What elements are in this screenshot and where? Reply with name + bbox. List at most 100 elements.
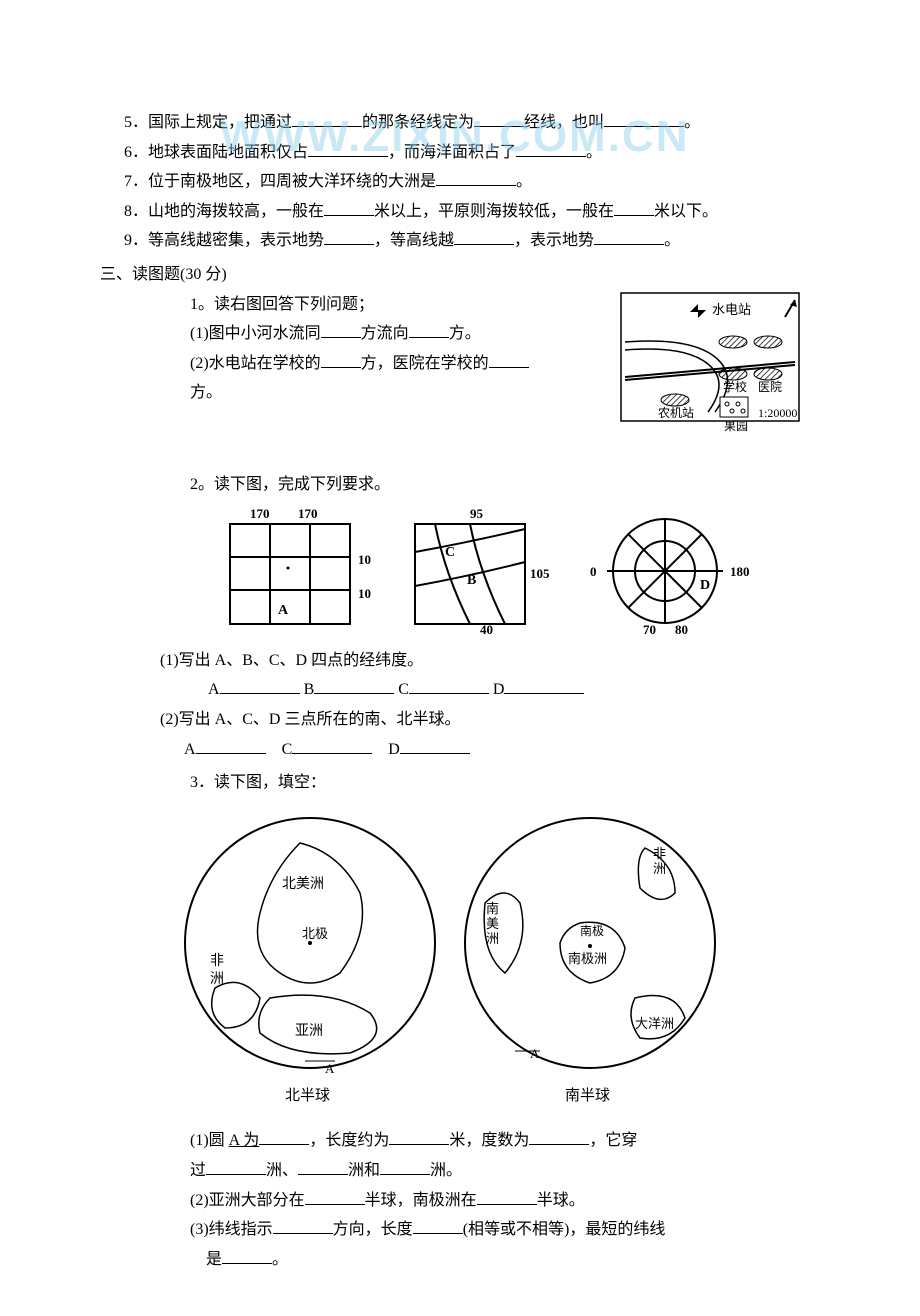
svg-text:非: 非 [653,846,666,861]
label-school: 学校 [723,379,747,394]
q9-blank3[interactable] [594,244,664,245]
svg-text:C: C [445,545,455,560]
svg-text:亚洲: 亚洲 [295,1024,323,1039]
q5-t4: 。 [684,114,700,131]
q9-blank1[interactable] [324,244,374,245]
r3-intro: 读下图，填空： [214,774,326,791]
q8-blank2[interactable] [614,215,654,216]
read3-p2: (2)亚洲大部分在半球，南极洲在半球。 [100,1188,800,1214]
r2q2-C: C [282,741,293,758]
svg-text:洲: 洲 [486,931,499,946]
r2q1-blankB[interactable] [314,693,394,694]
q5-blank3[interactable] [604,126,684,127]
q5-blank2[interactable] [474,126,524,127]
hemisphere-diagrams: 北美洲 非 洲 北极 亚洲 A 北半球 非 洲 南 美 洲 南极 南极洲 大洋洲 [100,808,800,1117]
r2q1-D: D [493,681,505,698]
grid-diagram-1: 170 170 A 10 10 [220,506,380,636]
q6-blank2[interactable] [516,156,586,157]
read2-answers: WWW.ZIXIN.COM.CN (1)写出 A、B、C、D 四点的经纬度。 A… [100,648,800,762]
q8-t2: 米以上，平原则海拨较低，一般在 [374,203,614,220]
q6-t2: ，而海洋面积占了 [388,144,516,161]
read2-diagrams: 170 170 A 10 10 95 B C 105 40 [100,506,800,636]
q7-t2: 。 [516,173,532,190]
r3p3a: (3)纬线指示 [190,1221,273,1238]
r3p1a: (1)圆 [190,1132,229,1149]
r1p2b: 方，医院在学校的 [361,355,489,372]
svg-text:南: 南 [486,901,499,916]
read3-p3-line2: 是。 [100,1247,800,1273]
svg-text:80: 80 [675,622,688,636]
r3p2-blank1[interactable] [305,1204,365,1205]
svg-text:10: 10 [358,552,371,567]
q5-t3: 经线，也叫 [524,114,604,131]
r2-num: 2。 [190,476,214,493]
r1p1-blank2[interactable] [409,337,449,338]
r3p3-blank3[interactable] [222,1263,272,1264]
r2q1-blankD[interactable] [504,693,584,694]
r3p1c: 米，度数为 [449,1132,529,1149]
q7-blank1[interactable] [436,185,516,186]
svg-text:南极洲: 南极洲 [568,951,607,966]
r2q2-blankD[interactable] [400,753,470,754]
label-hydro: 水电站 [712,302,751,317]
q9-blank2[interactable] [454,244,514,245]
q6-blank1[interactable] [308,156,388,157]
r1p2-blank2[interactable] [489,367,529,368]
r1-num: 1。 [190,296,214,313]
r2q2-D: D [388,741,400,758]
r1p1-blank1[interactable] [321,337,361,338]
r3p1-blank1[interactable] [259,1144,309,1145]
svg-text:105: 105 [530,566,550,581]
r3p2c: 半球。 [537,1192,585,1209]
r3p1g: 洲和 [348,1162,380,1179]
q5-t1: 国际上规定，把通过 [148,114,292,131]
q6-t1: 地球表面陆地面积仅占 [148,144,308,161]
r2q2-blankC[interactable] [292,753,372,754]
svg-text:北极: 北极 [302,926,328,941]
question-6: 6．地球表面陆地面积仅占，而海洋面积占了。 [100,140,800,166]
q8-t1: 山地的海拨较高，一般在 [148,203,324,220]
r3p2b: 半球，南极洲在 [365,1192,477,1209]
svg-text:南极: 南极 [580,923,604,938]
r3p3-blank2[interactable] [413,1233,463,1234]
svg-text:A: A [325,1061,335,1076]
svg-text:大洋洲: 大洋洲 [635,1016,674,1031]
svg-text:D: D [700,578,710,593]
r3p3b: 方向，长度 [333,1221,413,1238]
q9-num: 9． [124,232,148,249]
r3p1e: 过 [190,1162,206,1179]
svg-text:40: 40 [480,622,493,636]
svg-text:95: 95 [470,506,484,521]
r3p1h: 洲。 [430,1162,462,1179]
q8-num: 8． [124,203,148,220]
svg-text:美: 美 [486,916,499,931]
label-hospital: 医院 [758,380,782,394]
r3p3-blank1[interactable] [273,1233,333,1234]
r2q1-B: B [304,681,315,698]
r3p1-blank5[interactable] [298,1174,348,1175]
svg-text:A: A [278,603,289,618]
q5-blank1[interactable] [292,126,362,127]
r2q1-blankC[interactable] [409,693,489,694]
r3p1-blank6[interactable] [380,1174,430,1175]
read3-p1-line2: 过洲、洲和洲。 [100,1158,800,1184]
r2q1-blankA[interactable] [220,693,300,694]
r3p1-blank2[interactable] [389,1144,449,1145]
q8-blank1[interactable] [324,215,374,216]
r1p2-blank1[interactable] [321,367,361,368]
svg-text:170: 170 [250,506,270,521]
r3p1-blank4[interactable] [206,1174,266,1175]
svg-text:10: 10 [358,586,371,601]
q8-t3: 米以下。 [654,203,718,220]
r2q2-blankA[interactable] [196,753,266,754]
r3p2-blank2[interactable] [477,1204,537,1205]
read3-p3: (3)纬线指示方向，长度(相等或不相等)，最短的纬线 [100,1217,800,1243]
q6-t3: 。 [586,144,602,161]
r3p1-blank3[interactable] [529,1144,589,1145]
read3-p1: (1)圆 A 为，长度约为米，度数为，它穿 [100,1128,800,1154]
q9-t1: 等高线越密集，表示地势 [148,232,324,249]
north-label: 北半球 [285,1087,330,1104]
q5-t2: 的那条经线定为 [362,114,474,131]
q7-num: 7． [124,173,148,190]
question-5: 5．国际上规定，把通过的那条经线定为经线，也叫。 [100,110,800,136]
